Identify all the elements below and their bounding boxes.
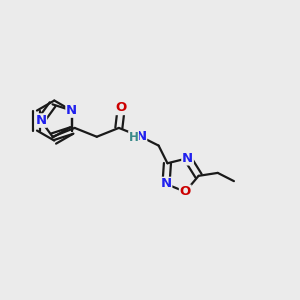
Text: N: N <box>35 114 46 127</box>
Text: O: O <box>116 101 127 114</box>
Text: N: N <box>160 178 172 190</box>
Text: O: O <box>180 185 191 198</box>
Text: N: N <box>182 152 193 165</box>
Text: H: H <box>129 131 139 144</box>
Text: N: N <box>66 104 77 117</box>
Text: N: N <box>135 130 146 143</box>
